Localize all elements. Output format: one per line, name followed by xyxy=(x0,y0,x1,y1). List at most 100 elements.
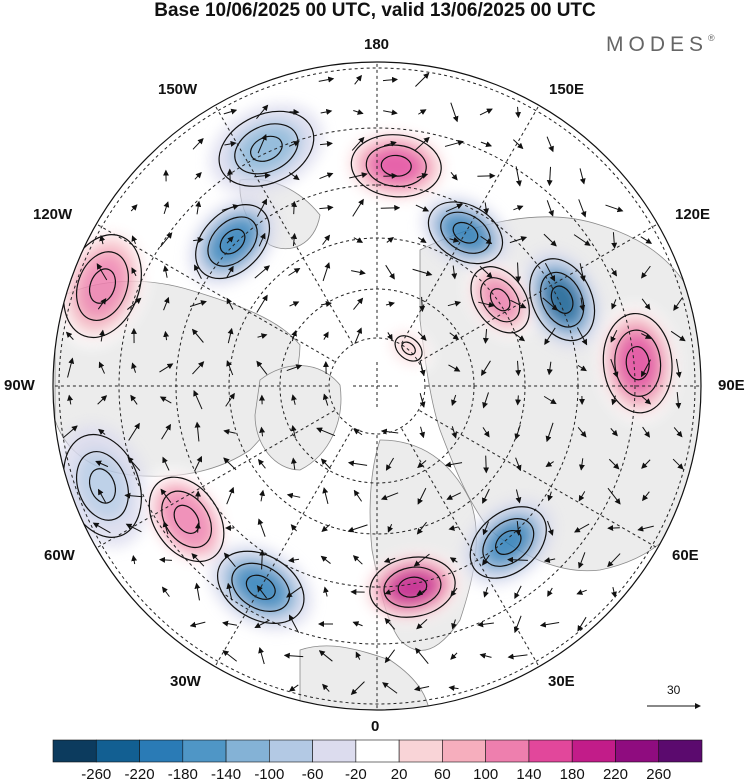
wind-vector xyxy=(579,263,586,282)
wind-vector xyxy=(515,521,522,536)
anomaly-contour xyxy=(394,335,423,362)
wind-vectors xyxy=(62,72,686,696)
lon-label-180: 180 xyxy=(364,36,390,53)
wind-vector xyxy=(543,557,556,563)
wind-vector xyxy=(675,358,682,379)
anomaly-shading xyxy=(618,334,658,392)
colorbar-swatch xyxy=(528,739,573,763)
wind-vector xyxy=(446,492,462,500)
wind-vector xyxy=(413,553,430,567)
wind-vector xyxy=(546,200,554,217)
anomaly-contour xyxy=(469,506,547,579)
anomaly-shading xyxy=(78,254,127,318)
anomaly-shading xyxy=(237,125,296,172)
wind-vector xyxy=(382,76,399,83)
anomaly-contour xyxy=(88,268,117,304)
wind-vector xyxy=(257,133,267,154)
wind-vector xyxy=(128,422,140,441)
wind-vector xyxy=(161,423,171,440)
wind-vector xyxy=(451,265,458,280)
wind-vector xyxy=(353,428,363,436)
wind-vector xyxy=(451,619,457,630)
anomaly-contour xyxy=(148,476,225,563)
wind-vector xyxy=(544,327,556,345)
wind-vector xyxy=(510,299,527,309)
wind-vector xyxy=(254,172,271,179)
meridian-line xyxy=(419,410,658,549)
wind-vector xyxy=(131,267,137,277)
anomaly-contour xyxy=(397,576,428,598)
meridian-line xyxy=(214,105,353,344)
wind-vector xyxy=(416,521,427,535)
colorbar-tick-label: 140 xyxy=(516,766,542,783)
wind-vector xyxy=(97,298,107,310)
map-title: Base 10/06/2025 00 UTC, valid 13/06/2025… xyxy=(154,0,596,21)
wind-vector xyxy=(226,297,234,310)
wind-vector xyxy=(544,262,556,282)
wind-vector xyxy=(257,198,267,217)
wind-vector xyxy=(350,681,365,696)
wind-vector xyxy=(222,620,238,627)
wind-vector xyxy=(194,455,203,472)
colorbar-tick-label: 180 xyxy=(559,766,585,783)
wind-vector xyxy=(163,296,170,311)
wind-vector xyxy=(353,237,364,243)
wind-vector xyxy=(385,457,395,471)
wind-vector xyxy=(288,557,300,563)
colorbar-tick-label: 60 xyxy=(434,766,451,783)
wind-vector xyxy=(65,331,74,340)
wind-vector xyxy=(415,204,430,212)
wind-vector xyxy=(192,137,204,150)
wind-vector xyxy=(291,232,298,247)
colorbar-tick-label: -100 xyxy=(254,766,285,783)
wind-vector xyxy=(670,330,686,342)
colorbar-tick-label: 20 xyxy=(390,766,408,783)
colorbar-swatch xyxy=(398,739,443,763)
lon-label-90w: 90W xyxy=(4,377,35,394)
wind-vector xyxy=(444,139,464,147)
wind-vector xyxy=(98,428,106,435)
wind-vector xyxy=(414,136,430,151)
wind-vector xyxy=(131,554,138,565)
colorbar-tick-label: 100 xyxy=(473,766,499,783)
anomaly-contour xyxy=(219,228,246,255)
wind-vector xyxy=(515,166,522,187)
wind-vector xyxy=(351,269,366,276)
reference-vector-label: 30 xyxy=(667,683,681,697)
wind-vector xyxy=(191,553,205,567)
latitude-circle-80 xyxy=(328,337,426,435)
wind-vector xyxy=(507,653,528,660)
wind-vector xyxy=(641,333,652,339)
wind-vector xyxy=(62,425,78,439)
lon-label-120w: 120W xyxy=(33,206,73,223)
land-masses xyxy=(54,178,701,710)
wind-vector xyxy=(67,357,75,378)
wind-vector xyxy=(67,394,74,405)
wind-vector xyxy=(322,487,329,505)
wind-vector xyxy=(481,360,491,377)
wind-vector xyxy=(641,298,651,311)
anomaly-contour xyxy=(529,258,596,342)
wind-vector xyxy=(131,362,137,373)
wind-vector xyxy=(318,650,333,662)
wind-vector xyxy=(577,364,587,372)
wind-vector xyxy=(675,391,682,409)
wind-vector xyxy=(288,614,299,633)
wind-vector xyxy=(482,392,489,409)
wind-vector xyxy=(419,360,426,377)
wind-vector xyxy=(290,424,297,439)
wind-vector xyxy=(482,521,489,536)
wind-vector xyxy=(318,76,335,83)
wind-vector xyxy=(449,237,460,243)
wind-vector xyxy=(124,492,143,499)
wind-vector xyxy=(577,616,587,632)
wind-vector xyxy=(577,426,587,438)
wind-vector xyxy=(258,232,266,247)
wind-vector xyxy=(99,234,106,245)
wind-vector xyxy=(259,426,266,437)
wind-vector xyxy=(515,457,522,472)
wind-vector xyxy=(283,652,304,659)
anomaly-contour xyxy=(602,312,673,414)
wind-vector xyxy=(641,395,652,405)
lon-label-90e: 90E xyxy=(718,377,745,394)
